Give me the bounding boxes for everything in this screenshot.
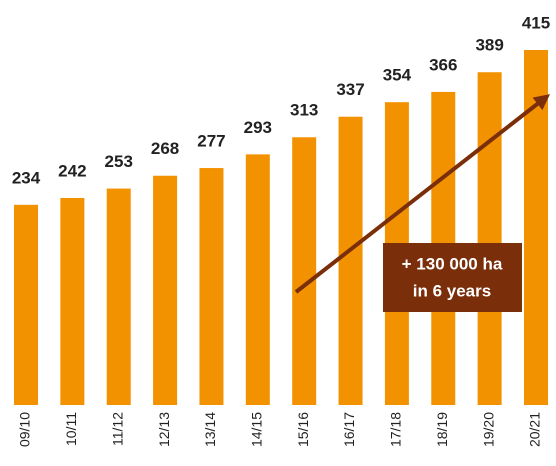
- bars: 234 09/10 242 10/11 253 11/12 268 12/13 277 13/14…: [12, 13, 550, 447]
- annotation-line: + 130 000 ha: [402, 254, 503, 273]
- value-label: 268: [151, 139, 179, 158]
- x-tick-label: 14/15: [249, 412, 265, 447]
- x-tick-label: 18/19: [434, 412, 450, 447]
- value-label: 234: [12, 168, 41, 187]
- value-label: 242: [58, 161, 86, 180]
- value-label: 253: [105, 152, 133, 171]
- bar: [245, 154, 270, 405]
- x-tick-label: 10/11: [63, 412, 79, 446]
- x-tick-label: 11/12: [109, 412, 125, 446]
- bar: [292, 137, 317, 406]
- bar: [199, 168, 224, 405]
- x-tick-label: 20/21: [527, 412, 543, 447]
- value-label: 277: [197, 132, 225, 151]
- value-label: 366: [429, 55, 457, 74]
- x-tick-label: 16/17: [341, 412, 357, 447]
- bar: [477, 72, 502, 405]
- x-tick-label: 13/14: [202, 412, 218, 447]
- value-label: 293: [244, 118, 272, 137]
- annotation-line: in 6 years: [413, 281, 491, 300]
- bar: [106, 188, 131, 405]
- x-tick-label: 15/16: [295, 412, 311, 447]
- value-label: 389: [475, 36, 503, 55]
- value-label: 313: [290, 101, 318, 120]
- x-tick-label: 19/20: [480, 412, 496, 447]
- bar: [153, 175, 178, 405]
- trend-arrow: [294, 94, 551, 294]
- x-tick-label: 17/18: [388, 412, 404, 447]
- bar: [60, 197, 85, 405]
- bar: [14, 204, 38, 405]
- value-label: 415: [522, 13, 550, 32]
- value-label: 354: [383, 66, 412, 85]
- x-tick-label: 09/10: [17, 412, 33, 447]
- bar: [338, 116, 363, 405]
- x-tick-label: 12/13: [156, 412, 172, 447]
- annotation-box: [383, 243, 522, 312]
- value-label: 337: [336, 80, 364, 99]
